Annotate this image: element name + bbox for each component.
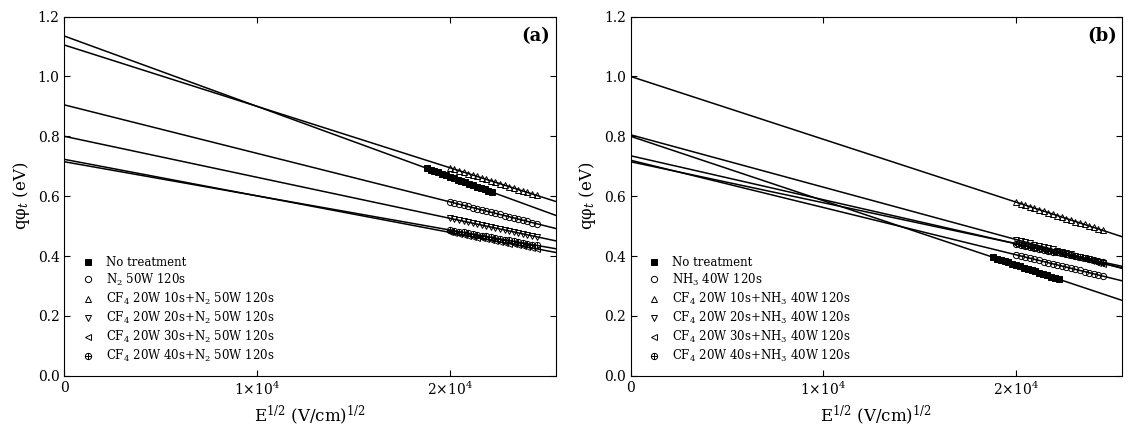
Text: (a): (a) bbox=[521, 28, 550, 46]
Text: (b): (b) bbox=[1087, 28, 1118, 46]
Legend: No treatment, N$_2$ 50W 120s, CF$_4$ 20W 10s+N$_2$ 50W 120s, CF$_4$ 20W 20s+N$_2: No treatment, N$_2$ 50W 120s, CF$_4$ 20W… bbox=[70, 250, 280, 370]
Legend: No treatment, NH$_3$ 40W 120s, CF$_4$ 20W 10s+NH$_3$ 40W 120s, CF$_4$ 20W 20s+NH: No treatment, NH$_3$ 40W 120s, CF$_4$ 20… bbox=[637, 250, 857, 370]
Y-axis label: qφ$_t$ (eV): qφ$_t$ (eV) bbox=[578, 162, 598, 230]
X-axis label: E$^{1/2}$ (V/cm)$^{1/2}$: E$^{1/2}$ (V/cm)$^{1/2}$ bbox=[821, 403, 933, 427]
Y-axis label: qφ$_t$ (eV): qφ$_t$ (eV) bbox=[11, 162, 32, 230]
X-axis label: E$^{1/2}$ (V/cm)$^{1/2}$: E$^{1/2}$ (V/cm)$^{1/2}$ bbox=[254, 403, 367, 427]
